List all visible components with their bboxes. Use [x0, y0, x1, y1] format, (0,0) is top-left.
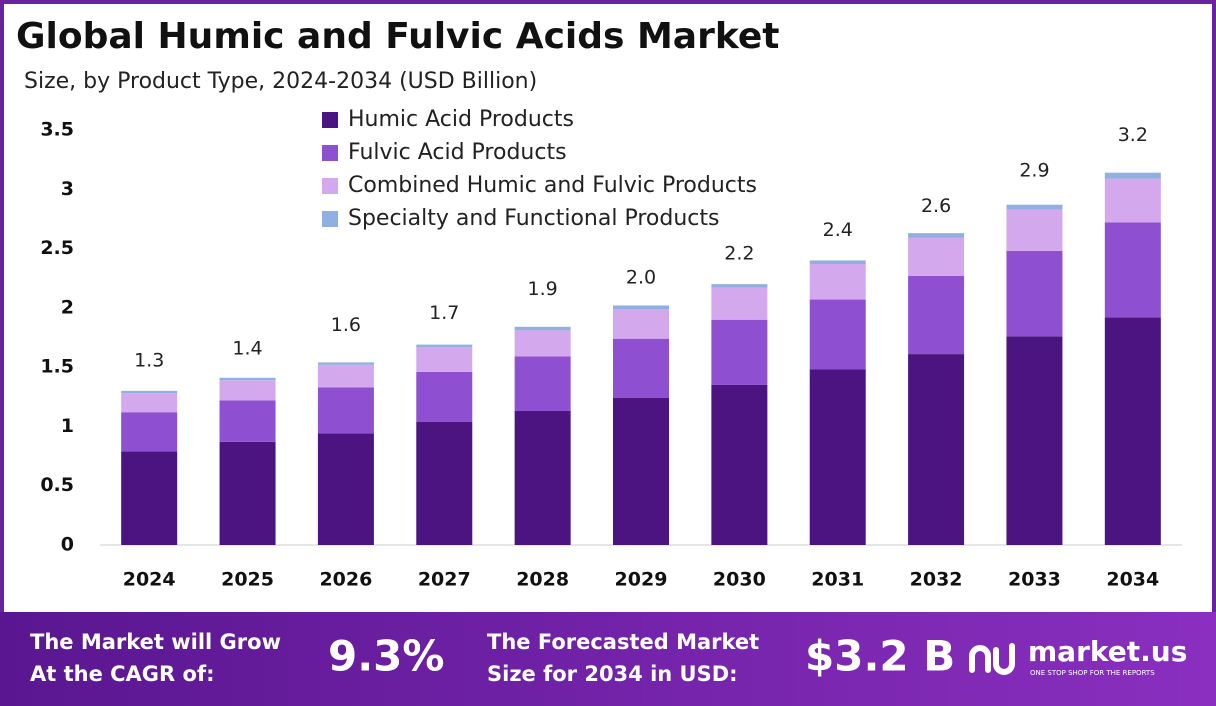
bar-segment [711, 319, 768, 385]
x-tick-label: 2029 [615, 569, 668, 591]
bar-segment [121, 390, 178, 394]
chart-subtitle: Size, by Product Type, 2024-2034 (USD Bi… [24, 69, 537, 94]
bar-segment [1006, 250, 1063, 337]
bar-segment [1104, 178, 1161, 223]
logo-shape [969, 645, 991, 673]
legend-swatch [322, 211, 338, 227]
x-tick-label: 2033 [1008, 569, 1061, 591]
bar-segment [219, 380, 276, 401]
legend-label: Combined Humic and Fulvic Products [348, 173, 757, 198]
y-tick-label: 1.5 [40, 356, 74, 378]
x-tick-label: 2032 [910, 569, 963, 591]
legend-label: Specialty and Functional Products [348, 206, 719, 231]
brand: market.us [1028, 635, 1187, 668]
bar-segment [219, 400, 276, 442]
total-label: 2.6 [921, 195, 951, 217]
size-text: Size for 2034 in USD: [487, 662, 738, 686]
bar-segment [416, 346, 473, 372]
size-text: The Forecasted Market [487, 630, 759, 654]
brand-logo [969, 643, 1015, 675]
legend-swatch [322, 178, 338, 194]
bar-segment [416, 421, 473, 545]
bar-segment [317, 433, 374, 545]
bar-segment [1104, 172, 1161, 179]
total-label: 1.6 [331, 314, 361, 336]
bar-segment [1006, 209, 1063, 251]
total-label: 3.2 [1118, 124, 1148, 146]
bar-segment [711, 384, 768, 545]
legend-swatch [322, 112, 338, 128]
x-tick-label: 2031 [811, 569, 864, 591]
x-tick-label: 2027 [418, 569, 471, 591]
bar-segment [613, 397, 669, 545]
bar-segment [121, 412, 178, 452]
x-tick-label: 2024 [123, 569, 176, 591]
bar-segment [711, 284, 768, 288]
bar-segment [514, 411, 571, 545]
bar-segment [1104, 222, 1161, 318]
bar-segment [317, 362, 374, 365]
y-tick-label: 0 [61, 534, 74, 556]
chart-title: Global Humic and Fulvic Acids Market [16, 16, 779, 57]
y-tick-label: 3 [61, 178, 74, 200]
cagr-value: 9.3% [328, 632, 444, 681]
legend-label: Fulvic Acid Products [348, 140, 567, 165]
x-tick-label: 2026 [319, 569, 372, 591]
total-label: 1.4 [232, 338, 262, 360]
bar-segment [1006, 204, 1063, 210]
bar-segment [908, 237, 965, 276]
y-tick-label: 3.5 [40, 119, 74, 141]
bar-segment [416, 371, 473, 422]
x-tick-label: 2028 [516, 569, 569, 591]
bar-segment [1104, 317, 1161, 545]
bar-segment [613, 305, 669, 310]
bar-segment [219, 377, 276, 381]
legend-label: Humic Acid Products [348, 107, 574, 132]
bar-segment [908, 275, 965, 355]
tagline: ONE STOP SHOP FOR THE REPORTS [1030, 669, 1155, 677]
total-label: 1.9 [528, 278, 558, 300]
x-tick-label: 2034 [1106, 569, 1159, 591]
bar-segment [121, 393, 178, 413]
total-label: 2.0 [626, 266, 656, 288]
total-label: 2.4 [823, 219, 853, 241]
total-label: 2.2 [724, 243, 754, 265]
bar-segment [908, 354, 965, 545]
y-tick-label: 2 [61, 296, 74, 318]
bar-segment [1006, 336, 1063, 545]
bar-segment [514, 356, 571, 412]
x-tick-label: 2030 [713, 569, 766, 591]
bar-segment [514, 330, 571, 357]
bar-segment [809, 260, 866, 264]
bar-segment [711, 287, 768, 320]
legend-swatch [322, 145, 338, 161]
total-label: 1.3 [134, 349, 164, 371]
bar-segment [317, 387, 374, 434]
y-tick-label: 0.5 [40, 474, 74, 496]
bar-segment [121, 451, 178, 545]
total-label: 1.7 [429, 302, 459, 324]
bar-segment [219, 441, 276, 545]
cagr-text: At the CAGR of: [30, 662, 215, 686]
logo-shape [993, 643, 1015, 675]
bar-segment [514, 326, 571, 331]
y-tick-label: 2.5 [40, 237, 74, 259]
bar-segment [809, 369, 866, 545]
y-tick-label: 1 [61, 415, 74, 437]
total-label: 2.9 [1019, 160, 1049, 182]
cagr-text: The Market will Grow [30, 630, 281, 654]
bar-segment [809, 263, 866, 300]
bar-segment [317, 364, 374, 388]
size-value: $3.2 B [805, 632, 955, 681]
bar-segment [908, 233, 965, 238]
bar-segment [416, 344, 473, 347]
bar-segment [613, 309, 669, 339]
bar-segment [809, 299, 866, 370]
x-tick-label: 2025 [221, 569, 274, 591]
bar-segment [613, 338, 669, 398]
